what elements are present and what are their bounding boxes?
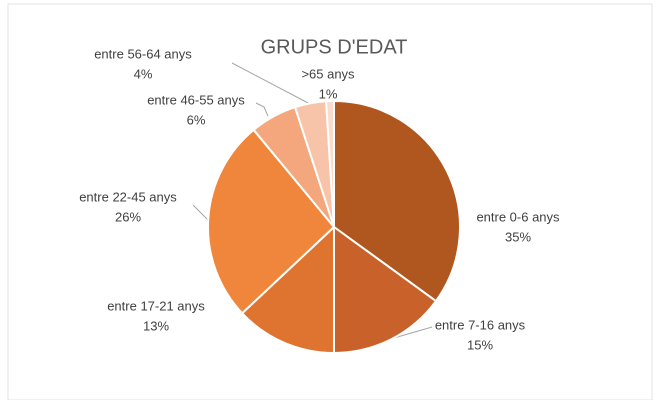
slice-label: entre 22-45 anys xyxy=(79,189,177,204)
slice-label: entre 0-6 anys xyxy=(476,209,560,224)
slice-value-label: 4% xyxy=(134,66,153,81)
leader-lines xyxy=(192,62,433,339)
slice-label: entre 56-64 anys xyxy=(94,46,192,61)
slice-value-label: 1% xyxy=(319,86,338,101)
slice-value-label: 6% xyxy=(187,112,206,127)
slice-label: entre 46-55 anys xyxy=(147,92,245,107)
leader-line xyxy=(393,326,433,339)
pie-slice xyxy=(240,224,335,355)
slice-value-label: 15% xyxy=(467,337,493,352)
slice-label: entre 17-21 anys xyxy=(107,298,205,313)
slice-label: >65 anys xyxy=(301,66,355,81)
slice-value-label: 13% xyxy=(143,318,169,333)
leader-line xyxy=(255,102,269,117)
pie-slice xyxy=(325,99,335,228)
slice-label: entre 7-16 anys xyxy=(435,317,526,332)
pie-slice xyxy=(333,99,461,303)
slice-value-label: 26% xyxy=(115,209,141,224)
leader-line xyxy=(231,62,311,105)
leader-line xyxy=(192,204,211,223)
slice-value-label: 35% xyxy=(505,229,531,244)
pie-slice xyxy=(207,128,336,315)
chart-title: GRUPS D'EDAT xyxy=(261,36,408,58)
pie-slice xyxy=(333,225,438,355)
